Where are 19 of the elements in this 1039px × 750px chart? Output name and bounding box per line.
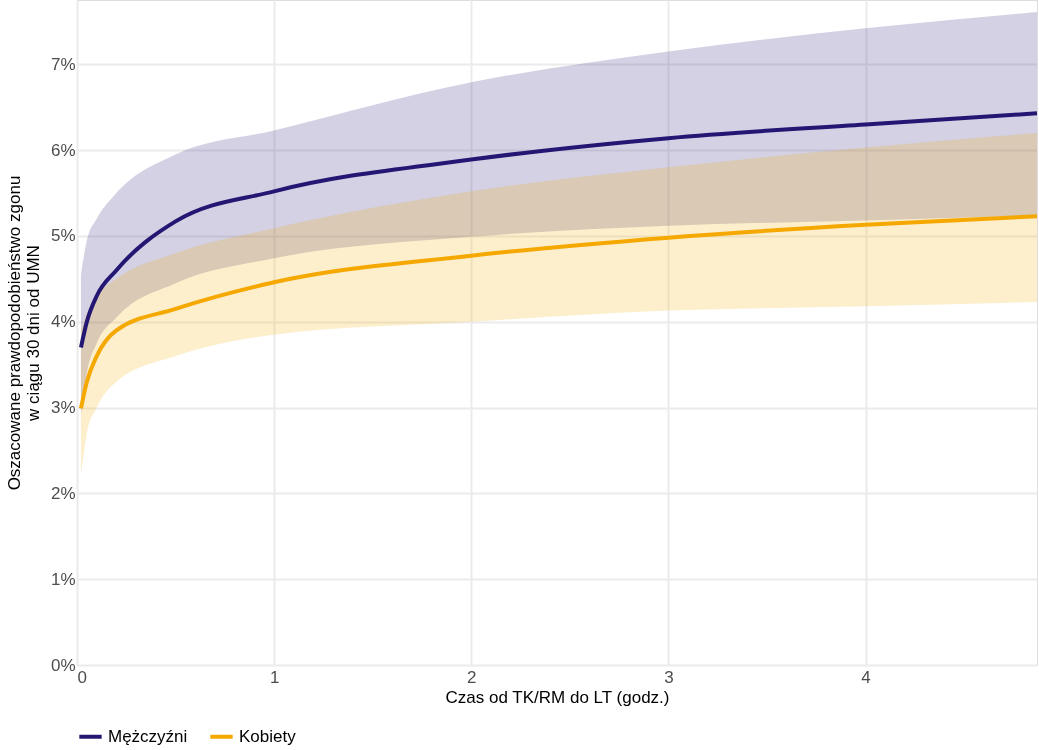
legend-label: Kobiety — [239, 726, 297, 746]
x-axis-title: Czas od TK/RM do LT (godz.) — [445, 687, 670, 707]
y-tick-label: 1% — [50, 569, 76, 589]
x-tick-label: 1 — [269, 667, 280, 687]
y-tick-label: 6% — [50, 140, 76, 160]
y-tick-label: 0% — [50, 655, 76, 675]
line-series — [78, 111, 1039, 350]
legend-label: Mężczyźni — [108, 726, 188, 746]
x-tick-label: 3 — [664, 667, 674, 687]
y-tick-label: 4% — [50, 312, 76, 332]
line-series — [78, 214, 1039, 411]
x-tick-label: 2 — [467, 667, 477, 687]
x-tick-label: 0 — [77, 667, 87, 687]
x-tick-label: 4 — [861, 667, 871, 687]
y-axis-title: Oszacowane prawdopodobieństwo zgonu w ciągu 30 dni od UMN — [4, 175, 43, 491]
y-tick-label: 3% — [50, 398, 76, 418]
y-tick-label: 2% — [50, 483, 76, 503]
y-tick-label: 5% — [50, 226, 76, 246]
y-tick-label: 7% — [50, 54, 76, 74]
